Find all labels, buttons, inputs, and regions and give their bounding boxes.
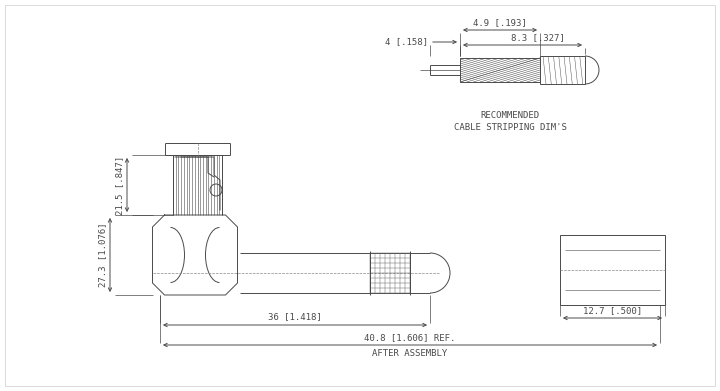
Text: 4 [.158]: 4 [.158] — [385, 38, 428, 47]
Bar — [540, 56, 585, 84]
Text: CABLE STRIPPING DIM'S: CABLE STRIPPING DIM'S — [454, 122, 567, 131]
Text: 27.3 [1.076]: 27.3 [1.076] — [98, 223, 107, 287]
Bar — [560, 235, 665, 305]
Text: 36 [1.418]: 36 [1.418] — [268, 312, 322, 321]
Text: RECOMMENDED: RECOMMENDED — [480, 111, 539, 120]
Text: 8.3 [.327]: 8.3 [.327] — [510, 33, 564, 42]
Text: 21.5 [.847]: 21.5 [.847] — [115, 156, 124, 215]
Text: 40.8 [1.606] REF.: 40.8 [1.606] REF. — [364, 333, 456, 342]
Bar — [460, 58, 540, 82]
Text: 12.7 [.500]: 12.7 [.500] — [583, 306, 642, 315]
Text: 4.9 [.193]: 4.9 [.193] — [473, 18, 527, 27]
Text: AFTER ASSEMBLY: AFTER ASSEMBLY — [372, 349, 448, 358]
